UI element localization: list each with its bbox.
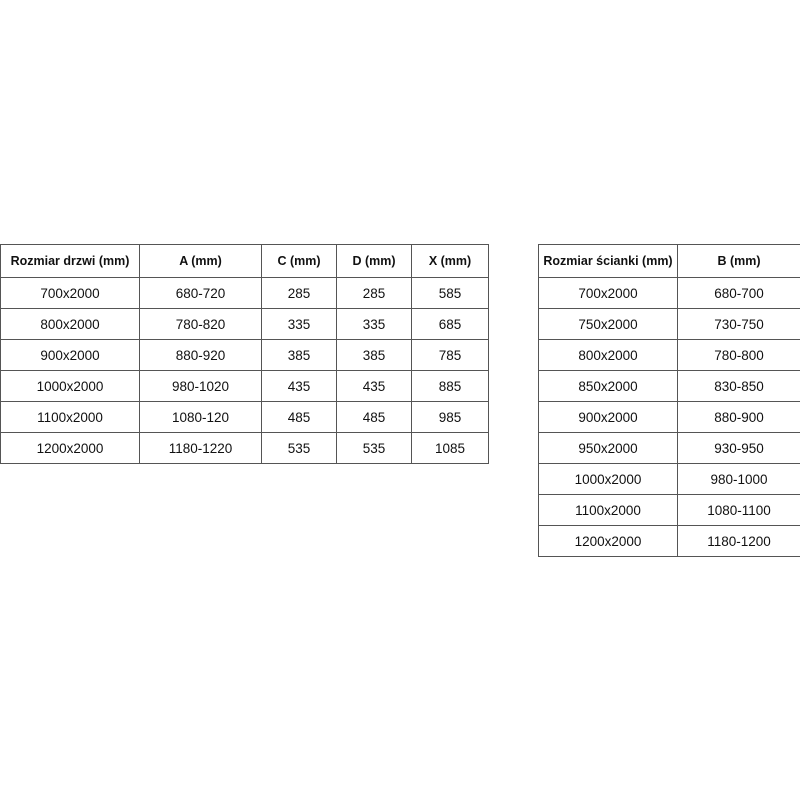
table-cell: 285 [336, 277, 412, 309]
table-cell: 730-750 [677, 308, 800, 340]
table-cell: 985 [411, 401, 489, 433]
table-cell: 1100x2000 [0, 401, 140, 433]
table-cell: 700x2000 [0, 277, 140, 309]
table-cell: 435 [261, 370, 337, 402]
table-cell: 1000x2000 [538, 463, 678, 495]
table-cell: 335 [336, 308, 412, 340]
table-row: 1200x2000 1180-1220 535 535 1085 [0, 432, 489, 464]
header-cell: Rozmiar ścianki (mm) [538, 244, 678, 278]
table-cell: 785 [411, 339, 489, 371]
table-cell: 680-700 [677, 277, 800, 309]
table-row: 800x2000 780-800 [538, 339, 800, 371]
table-cell: 950x2000 [538, 432, 678, 464]
table-cell: 780-800 [677, 339, 800, 371]
table-cell: 980-1020 [139, 370, 262, 402]
table-cell: 535 [336, 432, 412, 464]
table-cell: 800x2000 [538, 339, 678, 371]
table-cell: 285 [261, 277, 337, 309]
table-row: 950x2000 930-950 [538, 432, 800, 464]
header-cell: B (mm) [677, 244, 800, 278]
door-table: Rozmiar drzwi (mm) A (mm) C (mm) D (mm) X (m… [0, 244, 489, 464]
table-cell: 980-1000 [677, 463, 800, 495]
header-cell: X (mm) [411, 244, 489, 278]
header-cell: Rozmiar drzwi (mm) [0, 244, 140, 278]
table-cell: 535 [261, 432, 337, 464]
wall-table: Rozmiar ścianki (mm) B (mm) 700x2000 680-70… [538, 244, 800, 557]
table-cell: 900x2000 [538, 401, 678, 433]
table-cell: 900x2000 [0, 339, 140, 371]
table-cell: 700x2000 [538, 277, 678, 309]
table-row: 900x2000 880-900 [538, 401, 800, 433]
table-cell: 435 [336, 370, 412, 402]
table-cell: 485 [336, 401, 412, 433]
table-cell: 780-820 [139, 308, 262, 340]
table-cell: 1200x2000 [0, 432, 140, 464]
header-cell: D (mm) [336, 244, 412, 278]
table-row: 1000x2000 980-1000 [538, 463, 800, 495]
table-cell: 885 [411, 370, 489, 402]
table-cell: 385 [261, 339, 337, 371]
table-cell: 1000x2000 [0, 370, 140, 402]
table-row: 1200x2000 1180-1200 [538, 525, 800, 557]
table-row: 750x2000 730-750 [538, 308, 800, 340]
table-cell: 1180-1200 [677, 525, 800, 557]
table-cell: 485 [261, 401, 337, 433]
table-cell: 1080-1100 [677, 494, 800, 526]
table-cell: 1180-1220 [139, 432, 262, 464]
table-cell: 800x2000 [0, 308, 140, 340]
header-row: Rozmiar drzwi (mm) A (mm) C (mm) D (mm) X (m… [0, 244, 489, 278]
table-cell: 585 [411, 277, 489, 309]
table-cell: 880-900 [677, 401, 800, 433]
table-cell: 850x2000 [538, 370, 678, 402]
table-cell: 880-920 [139, 339, 262, 371]
table-row: 1100x2000 1080-120 485 485 985 [0, 401, 489, 433]
table-cell: 930-950 [677, 432, 800, 464]
table-row: 850x2000 830-850 [538, 370, 800, 402]
table-row: 900x2000 880-920 385 385 785 [0, 339, 489, 371]
table-cell: 1085 [411, 432, 489, 464]
header-row: Rozmiar ścianki (mm) B (mm) [538, 244, 800, 278]
header-cell: C (mm) [261, 244, 337, 278]
table-row: 1100x2000 1080-1100 [538, 494, 800, 526]
table-cell: 385 [336, 339, 412, 371]
table-cell: 680-720 [139, 277, 262, 309]
table-row: 700x2000 680-700 [538, 277, 800, 309]
table-cell: 1100x2000 [538, 494, 678, 526]
table-cell: 685 [411, 308, 489, 340]
table-cell: 1080-120 [139, 401, 262, 433]
table-row: 1000x2000 980-1020 435 435 885 [0, 370, 489, 402]
table-row: 800x2000 780-820 335 335 685 [0, 308, 489, 340]
table-cell: 750x2000 [538, 308, 678, 340]
table-cell: 335 [261, 308, 337, 340]
table-cell: 1200x2000 [538, 525, 678, 557]
table-cell: 830-850 [677, 370, 800, 402]
header-cell: A (mm) [139, 244, 262, 278]
table-row: 700x2000 680-720 285 285 585 [0, 277, 489, 309]
